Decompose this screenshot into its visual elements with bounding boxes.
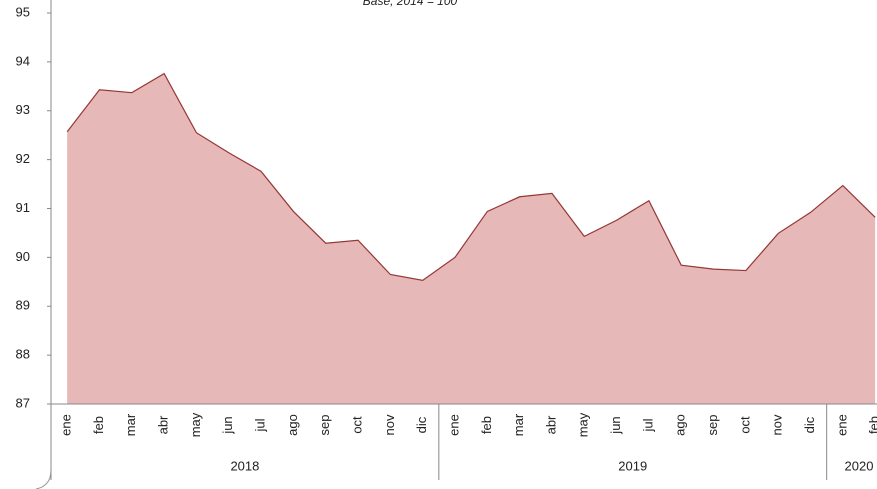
frame-corner — [35, 469, 52, 489]
y-tick-label: 89 — [16, 298, 30, 313]
x-tick-label: mar — [511, 413, 526, 436]
x-tick-label: mar — [123, 413, 138, 436]
x-tick-label: ene — [446, 414, 461, 436]
x-tick-label: feb — [479, 416, 494, 434]
year-label: 2020 — [845, 458, 874, 473]
x-tick-label: nov — [770, 414, 785, 435]
x-tick-label: abr — [543, 415, 558, 434]
area-line — [66, 72, 876, 281]
y-tick-label: 91 — [16, 200, 30, 215]
x-tick-label: sep — [317, 415, 332, 436]
x-tick-label: feb — [91, 416, 106, 434]
x-tick-label: jun — [220, 416, 235, 434]
x-tick-label: dic — [414, 416, 429, 433]
x-tick-label: feb — [867, 416, 877, 434]
y-tick-label: 95 — [16, 4, 30, 19]
chart-subtitle: Base, 2014 = 100 — [363, 0, 458, 8]
x-tick-label: ago — [285, 414, 300, 436]
x-tick-label: abr — [156, 415, 171, 434]
x-tick-label: jul — [253, 418, 268, 432]
y-tick-label: 92 — [16, 151, 30, 166]
x-tick-label: sep — [705, 415, 720, 436]
year-label: 2019 — [618, 458, 647, 473]
x-tick-label: oct — [349, 416, 364, 434]
x-tick-label: dic — [802, 416, 817, 433]
y-tick-label: 88 — [16, 347, 30, 362]
y-tick-label: 90 — [16, 249, 30, 264]
x-tick-label: ene — [59, 414, 74, 436]
x-tick-label: oct — [737, 416, 752, 434]
y-tick-label: 87 — [16, 395, 30, 410]
x-tick-label: jun — [608, 416, 623, 434]
y-tick-label: 94 — [16, 53, 30, 68]
x-tick-label: may — [576, 412, 591, 437]
y-tick-label: 93 — [16, 102, 30, 117]
x-tick-label: may — [188, 412, 203, 437]
year-label: 2018 — [230, 458, 259, 473]
x-tick-label: jul — [640, 418, 655, 432]
area — [67, 73, 876, 404]
x-tick-label: ene — [834, 414, 849, 436]
x-tick-label: ago — [673, 414, 688, 436]
x-tick-label: nov — [382, 414, 397, 435]
